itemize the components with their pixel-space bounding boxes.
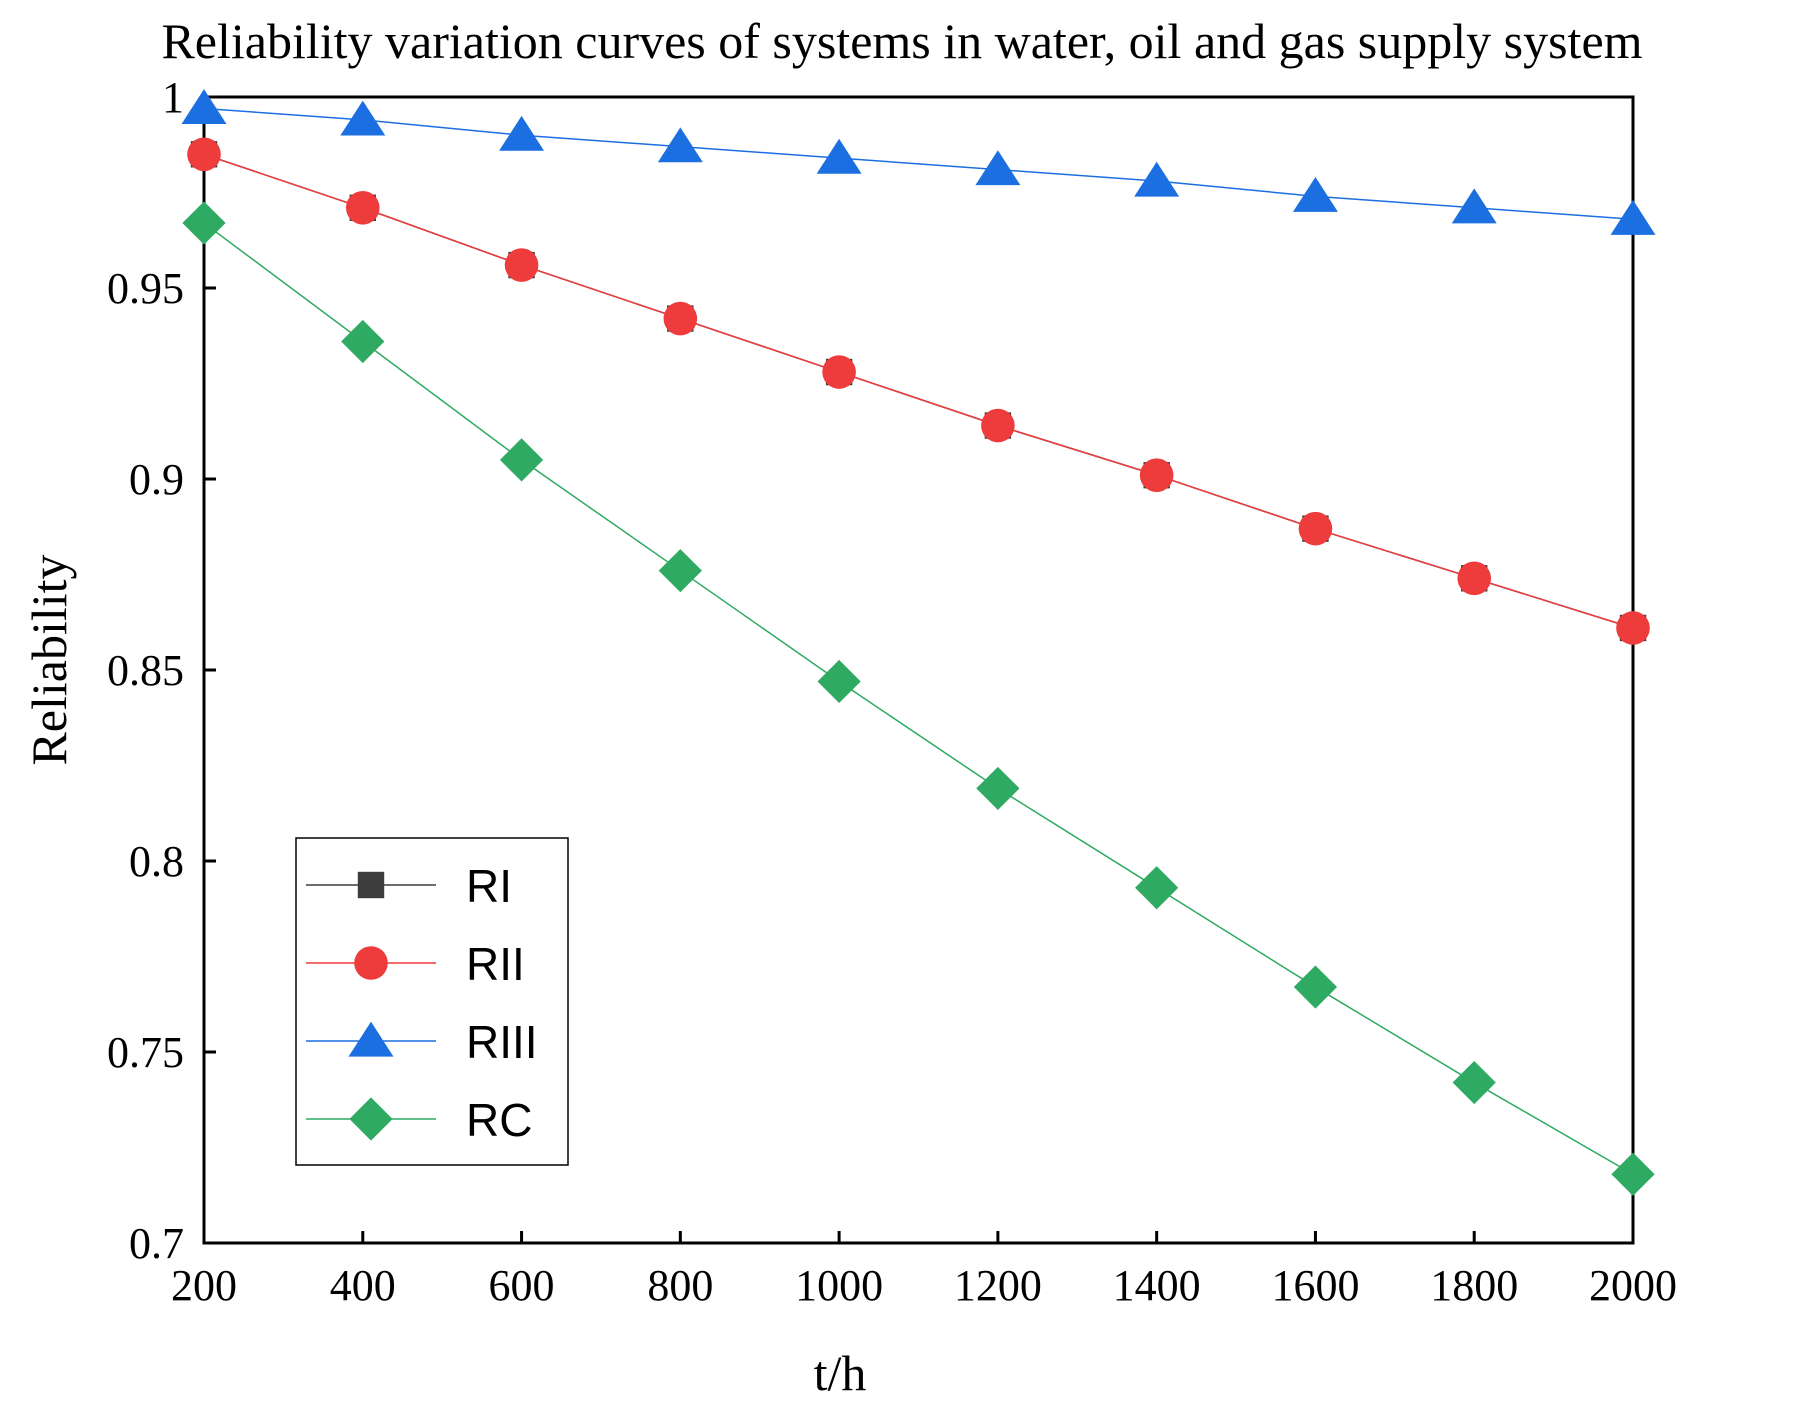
data-point-riii [181, 89, 227, 125]
data-point-riii [816, 138, 862, 174]
data-point-riii [1134, 161, 1180, 197]
data-point-rc [341, 319, 385, 364]
data-point-rii [504, 248, 539, 282]
data-point-riii [1610, 199, 1656, 235]
x-tick-label: 200 [171, 1261, 237, 1310]
legend-marker-riii [348, 1021, 394, 1057]
series-line-rii [203, 153, 1634, 629]
data-point-rii [822, 355, 856, 389]
legend-box [295, 837, 569, 1166]
data-point-rc [1611, 1152, 1655, 1196]
x-tick-label: 1200 [954, 1261, 1042, 1310]
data-point-rc [182, 201, 226, 245]
data-point-riii [1292, 176, 1338, 212]
data-point-rc [1293, 965, 1338, 1009]
y-tick-label: 0.7 [129, 1219, 184, 1268]
data-point-rii [981, 408, 1015, 443]
plot-series [181, 89, 1656, 1196]
series-ri [190, 141, 1647, 642]
y-axis-label: Reliability [21, 554, 77, 765]
data-point-rii [345, 190, 380, 225]
series-riii [181, 89, 1656, 235]
series-line-riii [203, 107, 1634, 220]
data-point-rc [1135, 866, 1179, 910]
legend-label-ri: RI [466, 860, 512, 912]
x-tick-label: 800 [647, 1261, 713, 1310]
x-tick-label: 400 [330, 1261, 396, 1310]
data-point-rii [1139, 458, 1174, 492]
legend-marker-rii [354, 946, 388, 980]
series-line-rc [203, 222, 1634, 1175]
x-tick-label: 2000 [1589, 1261, 1677, 1310]
data-point-rc [658, 549, 702, 593]
data-point-rii [1298, 511, 1333, 546]
y-tick-label: 0.9 [129, 455, 184, 504]
data-point-riii [340, 100, 386, 136]
y-tick-label: 0.85 [107, 646, 184, 695]
data-point-rc [817, 659, 861, 704]
legend-label-riii: RIII [466, 1016, 538, 1068]
x-axis-label: t/h [814, 1345, 867, 1401]
data-point-riii [1451, 188, 1497, 224]
axes: 200 400 600 800 1000 1200 1400 1600 1800 2000 0.7 0… [107, 73, 1677, 1310]
legend-label-rii: RII [466, 938, 525, 990]
data-point-riii [499, 115, 545, 151]
data-point-rii [1457, 561, 1492, 596]
x-tick-label: 600 [489, 1261, 555, 1310]
legend-marker-rc [349, 1097, 393, 1141]
data-point-rii [1616, 611, 1650, 645]
series-rii [187, 137, 1650, 645]
chart-title: Reliability variation curves of systems … [161, 13, 1642, 69]
x-tick-label: 1000 [795, 1261, 883, 1310]
legend-marker-ri [357, 871, 385, 899]
data-point-rc [976, 766, 1020, 811]
x-tick-label: 1800 [1430, 1261, 1518, 1310]
y-tick-label: 1 [162, 73, 184, 122]
y-tick-label: 0.95 [107, 264, 184, 313]
data-point-riii [657, 127, 703, 163]
data-point-riii [975, 150, 1021, 186]
x-tick-label: 1600 [1271, 1261, 1359, 1310]
legend-label-rc: RC [466, 1094, 532, 1146]
data-point-rii [187, 137, 221, 172]
series-line-ri [203, 153, 1634, 629]
data-point-rii [663, 301, 698, 336]
x-tick-label: 1400 [1113, 1261, 1201, 1310]
series-rc [182, 201, 1655, 1196]
legend: RI RII RIII RC [295, 837, 569, 1166]
data-point-rc [1452, 1060, 1496, 1105]
data-point-rc [499, 438, 544, 482]
y-tick-label: 0.75 [107, 1028, 184, 1077]
y-tick-label: 0.8 [129, 837, 184, 886]
